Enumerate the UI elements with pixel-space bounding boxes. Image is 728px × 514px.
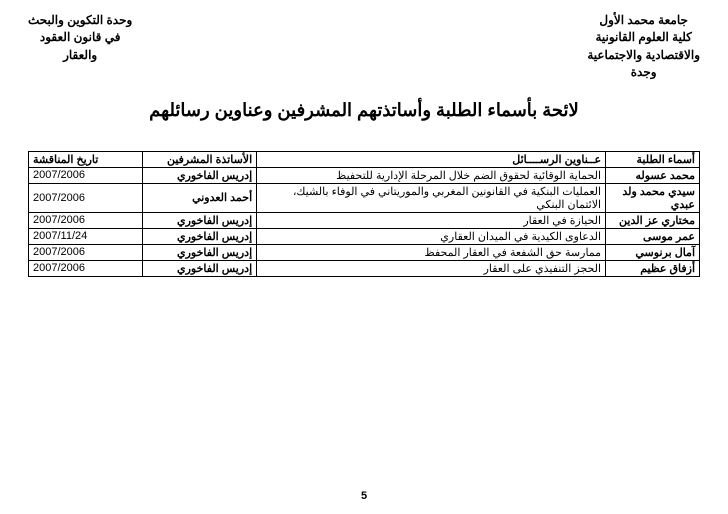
header-right-block: جامعة محمد الأول كلية العلوم القانونية و… <box>587 12 700 82</box>
cell-thesis: الحيازة في العقار <box>257 212 606 228</box>
table-row: عمر موسى الدعاوى الكيدية في الميدان العق… <box>29 228 700 244</box>
students-table: أسماء الطلبة عــناوين الرســــائل الأسات… <box>28 151 700 277</box>
cell-name: أزفاق عظيم <box>606 260 700 276</box>
header-right-line: والاقتصادية والاجتماعية <box>587 47 700 64</box>
cell-sup: إدريس الفاخوري <box>143 167 257 183</box>
header-left-line: والعقار <box>28 47 132 64</box>
header-right-line: كلية العلوم القانونية <box>587 29 700 46</box>
cell-date: 2007/2006 <box>29 183 143 212</box>
table-row: مختاري عز الدين الحيازة في العقار إدريس … <box>29 212 700 228</box>
cell-sup: أحمد العدوني <box>143 183 257 212</box>
col-header-name: أسماء الطلبة <box>606 151 700 167</box>
table-row: أزفاق عظيم الحجز التنفيذي على العقار إدر… <box>29 260 700 276</box>
cell-sup: إدريس الفاخوري <box>143 228 257 244</box>
cell-name: آمال برنوسي <box>606 244 700 260</box>
cell-name: محمد عسوله <box>606 167 700 183</box>
header-left-block: وحدة التكوين والبحث في قانون العقود والع… <box>28 12 132 64</box>
page-number: 5 <box>361 490 367 502</box>
cell-date: 2007/11/24 <box>29 228 143 244</box>
cell-thesis: العمليات البنكية في القانونين المغربي وا… <box>257 183 606 212</box>
cell-name: مختاري عز الدين <box>606 212 700 228</box>
cell-thesis: الحماية الوقائية لحقوق الضم خلال المرحلة… <box>257 167 606 183</box>
header-right-line: وجدة <box>587 64 700 81</box>
table-row: سيدي محمد ولد عبدي العمليات البنكية في ا… <box>29 183 700 212</box>
table-header-row: أسماء الطلبة عــناوين الرســــائل الأسات… <box>29 151 700 167</box>
cell-thesis: الحجز التنفيذي على العقار <box>257 260 606 276</box>
cell-thesis: الدعاوى الكيدية في الميدان العقاري <box>257 228 606 244</box>
cell-sup: إدريس الفاخوري <box>143 212 257 228</box>
table-row: آمال برنوسي ممارسة حق الشفعة في العقار ا… <box>29 244 700 260</box>
cell-date: 2007/2006 <box>29 244 143 260</box>
col-header-supervisor: الأساتذة المشرفين <box>143 151 257 167</box>
header-right-line: جامعة محمد الأول <box>587 12 700 29</box>
table-row: محمد عسوله الحماية الوقائية لحقوق الضم خ… <box>29 167 700 183</box>
col-header-date: تاريخ المناقشة <box>29 151 143 167</box>
cell-thesis: ممارسة حق الشفعة في العقار المحفظ <box>257 244 606 260</box>
cell-sup: إدريس الفاخوري <box>143 244 257 260</box>
page-title: لائحة بأسماء الطلبة وأساتذتهم المشرفين و… <box>28 100 700 121</box>
col-header-thesis: عــناوين الرســــائل <box>257 151 606 167</box>
header-left-line: في قانون العقود <box>28 29 132 46</box>
cell-date: 2007/2006 <box>29 212 143 228</box>
cell-name: عمر موسى <box>606 228 700 244</box>
header-left-line: وحدة التكوين والبحث <box>28 12 132 29</box>
cell-sup: إدريس الفاخوري <box>143 260 257 276</box>
header: جامعة محمد الأول كلية العلوم القانونية و… <box>28 12 700 82</box>
cell-date: 2007/2006 <box>29 167 143 183</box>
cell-date: 2007/2006 <box>29 260 143 276</box>
cell-name: سيدي محمد ولد عبدي <box>606 183 700 212</box>
